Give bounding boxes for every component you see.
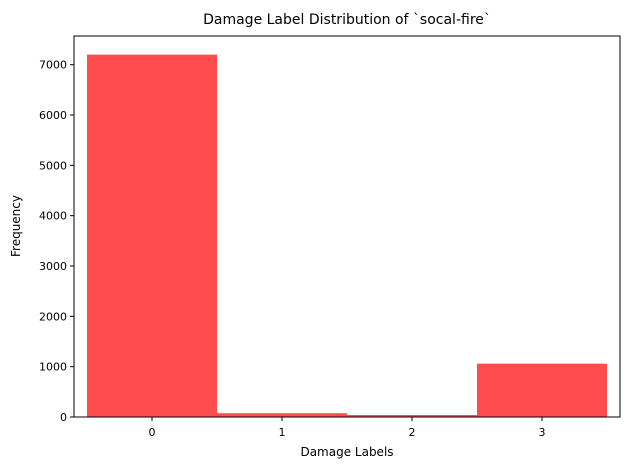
plot-frame xyxy=(73,35,621,418)
y-tick-label-3000: 3000 xyxy=(39,260,67,273)
x-axis: 0 1 2 3 xyxy=(149,417,546,439)
bar-3 xyxy=(477,363,607,417)
bar-0 xyxy=(87,54,217,417)
y-tick-label-4000: 4000 xyxy=(39,210,67,223)
chart-title: Damage Label Distribution of `socal-fire… xyxy=(203,12,491,28)
x-tick-label-3: 3 xyxy=(539,426,546,439)
y-tick-label-1000: 1000 xyxy=(39,361,67,374)
bars-group xyxy=(87,54,607,417)
y-axis-label: Frequency xyxy=(9,195,23,257)
y-tick-label-0: 0 xyxy=(60,411,67,424)
y-tick-label-5000: 5000 xyxy=(39,159,67,172)
x-axis-label: Damage Labels xyxy=(300,445,393,459)
y-tick-label-7000: 7000 xyxy=(39,59,67,72)
y-axis: 0 1000 2000 3000 4000 5000 6000 7000 xyxy=(39,59,74,424)
bar-2 xyxy=(347,414,477,417)
x-tick-label-1: 1 xyxy=(279,426,286,439)
y-tick-label-6000: 6000 xyxy=(39,109,67,122)
x-tick-label-2: 2 xyxy=(409,426,416,439)
y-tick-label-2000: 2000 xyxy=(39,310,67,323)
bar-1 xyxy=(217,413,347,417)
x-tick-label-0: 0 xyxy=(149,426,156,439)
